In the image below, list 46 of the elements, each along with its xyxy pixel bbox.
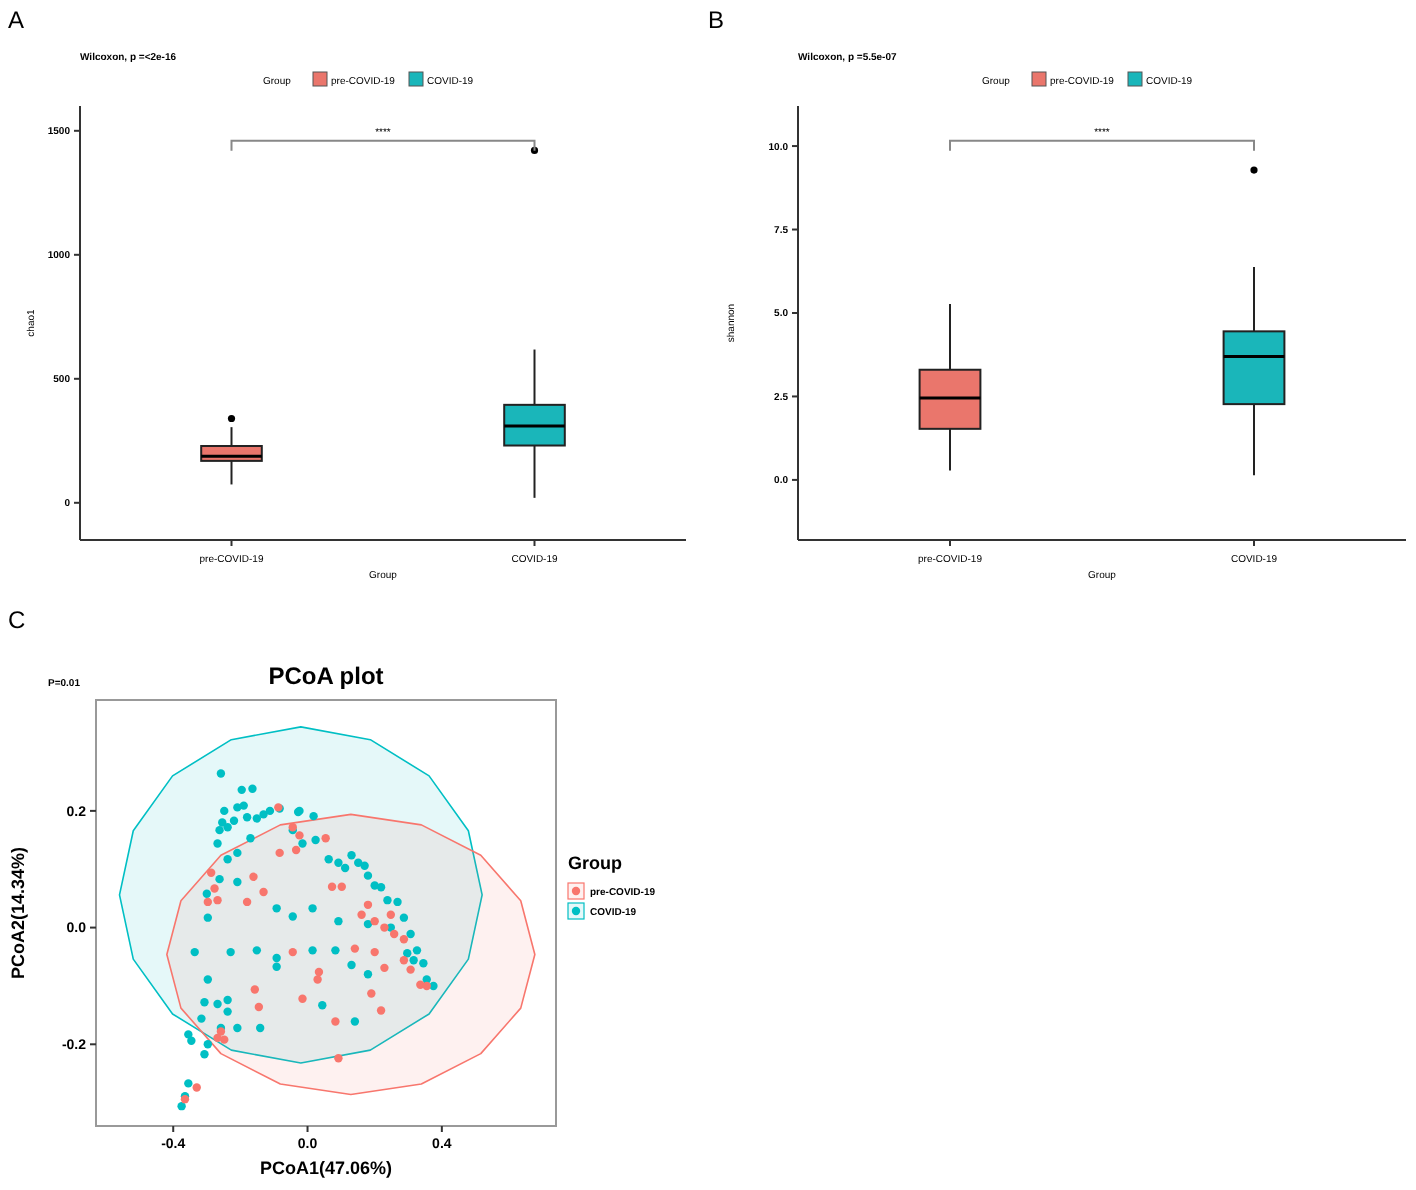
point [206,868,216,877]
point [220,1035,229,1044]
point [213,895,222,905]
point [250,985,260,994]
point [275,848,284,858]
legend-title: Group [568,853,623,873]
point [192,1083,201,1092]
point [259,887,268,897]
text: B [708,6,725,34]
point [249,872,258,882]
point [399,956,409,965]
point [288,947,297,957]
point [350,944,360,953]
point [380,923,389,932]
point [313,975,322,984]
point [334,1054,343,1063]
point [357,910,366,919]
point [363,900,373,910]
point [331,1017,340,1026]
point [370,947,379,957]
point [386,910,395,919]
chart-title: PCoA plot [268,662,384,690]
point [291,845,301,855]
point [210,884,219,893]
text: C [8,606,26,634]
point [321,834,330,843]
point [203,897,213,907]
point [295,831,304,840]
text: A [8,6,25,34]
point [376,1006,386,1015]
point [422,981,431,991]
point [406,965,415,974]
point [298,994,307,1003]
x-axis-title: PCoA1(47.06%) [259,1158,393,1178]
point [367,989,376,998]
point [337,882,346,891]
point [314,967,324,977]
point [254,1002,264,1012]
y-axis-title: PCoA2(14.34%) [8,846,28,980]
point [327,882,337,891]
point [380,963,389,973]
point [213,1033,222,1043]
point [370,916,379,926]
point [389,929,399,939]
point [242,897,252,907]
point [399,935,409,944]
